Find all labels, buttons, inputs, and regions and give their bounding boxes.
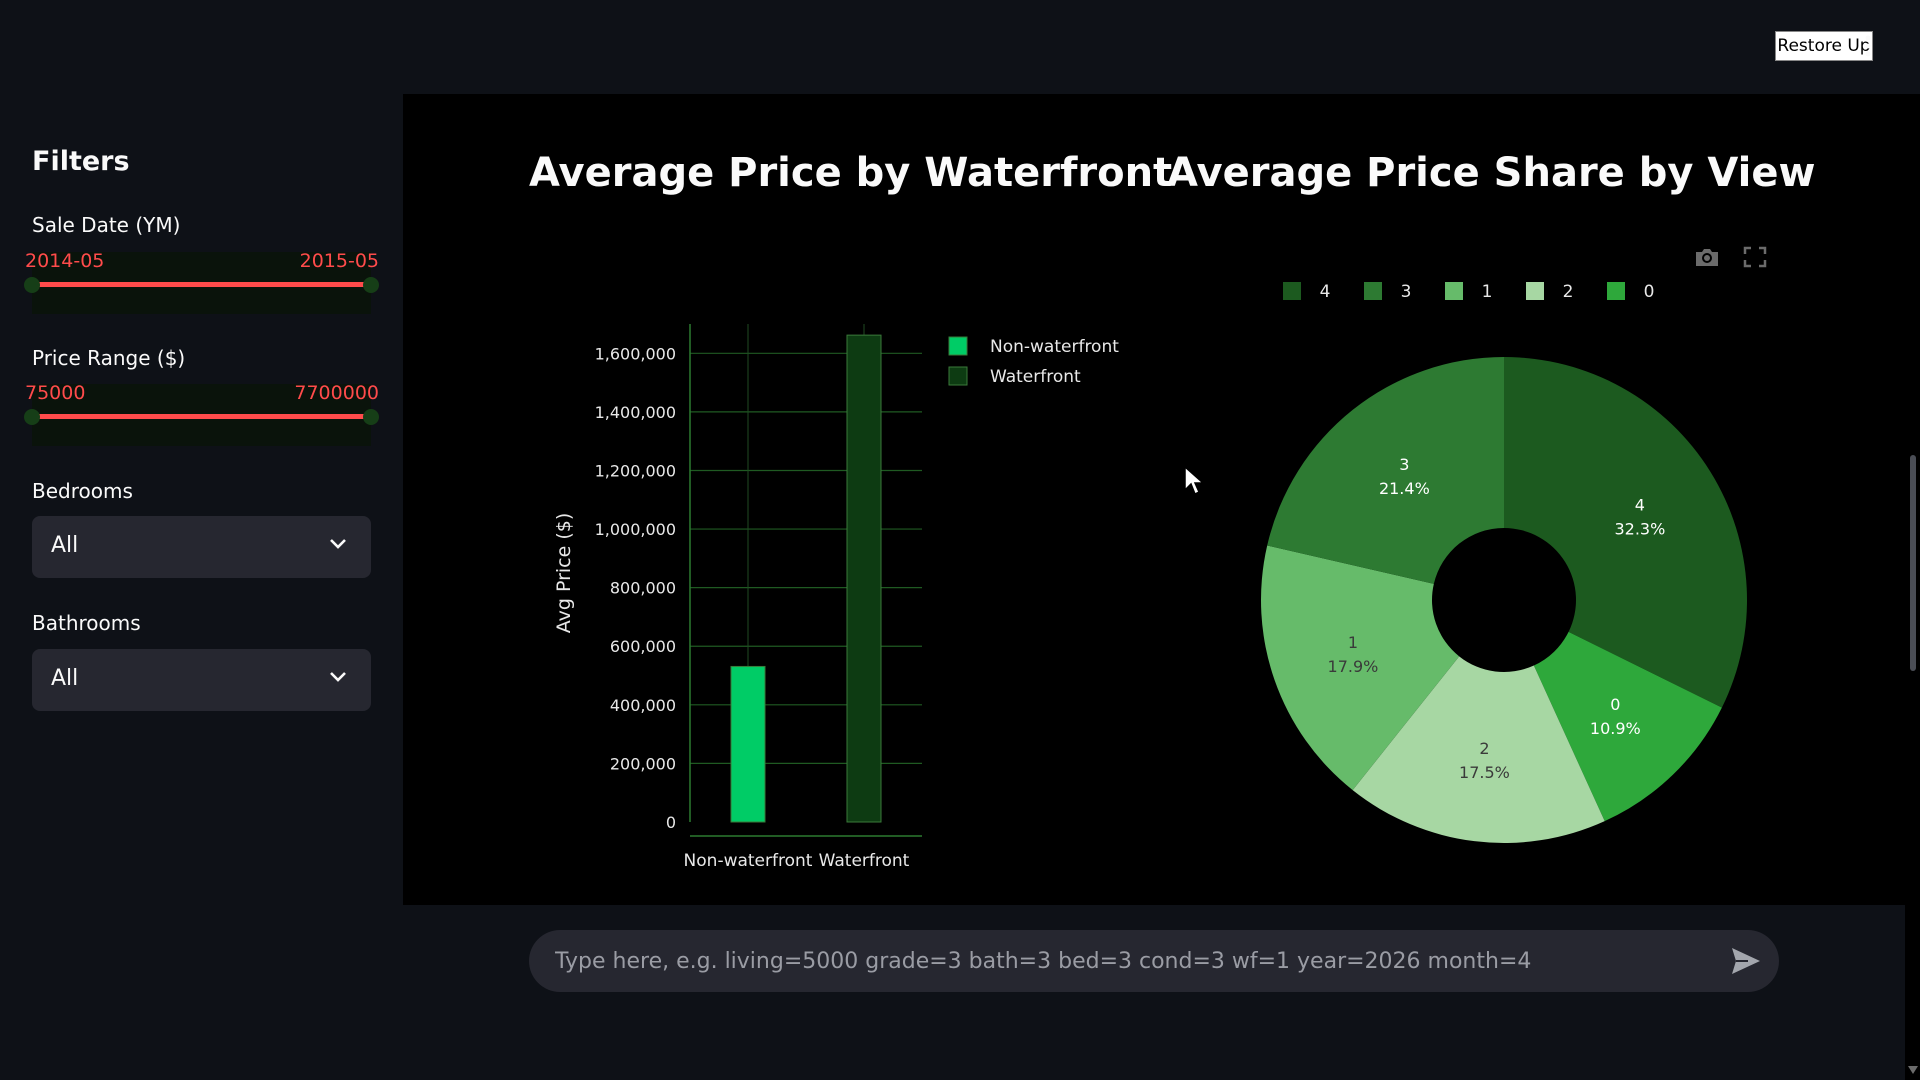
top-header: [403, 0, 1920, 94]
price-range-max: 7700000: [294, 382, 379, 404]
camera-icon[interactable]: [1693, 244, 1721, 270]
bar-chart-title: Average Price by Waterfront: [529, 150, 1173, 196]
bedrooms-label: Bedrooms: [32, 479, 133, 503]
x-tick-label: Waterfront: [819, 851, 910, 871]
y-tick-label: 200,000: [610, 754, 676, 773]
price-range-label: Price Range ($): [32, 346, 186, 370]
bar[interactable]: [846, 334, 882, 823]
bathrooms-label: Bathrooms: [32, 611, 141, 635]
price-range-slider[interactable]: 75000 7700000: [24, 382, 379, 446]
bar[interactable]: [730, 665, 766, 823]
fullscreen-icon[interactable]: [1741, 244, 1769, 270]
y-tick-label: 400,000: [610, 696, 676, 715]
legend-label[interactable]: Waterfront: [990, 367, 1081, 387]
y-tick-label: 1,400,000: [595, 403, 676, 422]
scroll-down-arrow-icon[interactable]: [1908, 1066, 1918, 1074]
bedrooms-value: All: [51, 533, 79, 558]
chat-input[interactable]: [529, 930, 1779, 992]
sale-date-slider[interactable]: 2014-05 2015-05: [24, 250, 379, 314]
slider-handle-min[interactable]: [24, 277, 40, 293]
bedrooms-select[interactable]: All: [32, 516, 371, 578]
price-range-min: 75000: [25, 382, 86, 404]
y-tick-label: 1,000,000: [595, 520, 676, 539]
scrollbar-thumb[interactable]: [1910, 455, 1916, 671]
y-axis-label: Avg Price ($): [553, 513, 575, 634]
send-icon[interactable]: [1730, 946, 1762, 976]
legend-swatch[interactable]: [948, 366, 968, 386]
pie-chart-title: Average Price Share by View: [1167, 150, 1816, 196]
sidebar: Filters Sale Date (YM) 2014-05 2015-05 P…: [0, 0, 403, 1080]
y-tick-label: 0: [666, 813, 676, 832]
restore-button[interactable]: Restore Up: [1775, 31, 1873, 61]
slider-handle-min[interactable]: [24, 409, 40, 425]
sidebar-title: Filters: [32, 146, 130, 177]
mouse-cursor-icon: [1184, 466, 1205, 496]
y-tick-label: 800,000: [610, 579, 676, 598]
y-tick-label: 1,600,000: [595, 344, 676, 363]
y-tick-label: 600,000: [610, 637, 676, 656]
slider-handle-max[interactable]: [363, 277, 379, 293]
bathrooms-value: All: [51, 666, 79, 691]
bathrooms-select[interactable]: All: [32, 649, 371, 711]
legend-swatch[interactable]: [948, 336, 968, 356]
chevron-down-icon: [330, 539, 346, 549]
slider-track[interactable]: [32, 414, 371, 419]
sale-date-min: 2014-05: [25, 250, 105, 272]
x-tick-label: Non-waterfront: [684, 851, 813, 871]
slider-track[interactable]: [32, 282, 371, 287]
y-tick-label: 1,200,000: [595, 461, 676, 480]
chevron-down-icon: [330, 672, 346, 682]
legend-label[interactable]: Non-waterfront: [990, 337, 1119, 357]
sale-date-max: 2015-05: [299, 250, 379, 272]
more-options-icon[interactable]: [1865, 35, 1871, 57]
slider-handle-max[interactable]: [363, 409, 379, 425]
sale-date-label: Sale Date (YM): [32, 213, 181, 237]
